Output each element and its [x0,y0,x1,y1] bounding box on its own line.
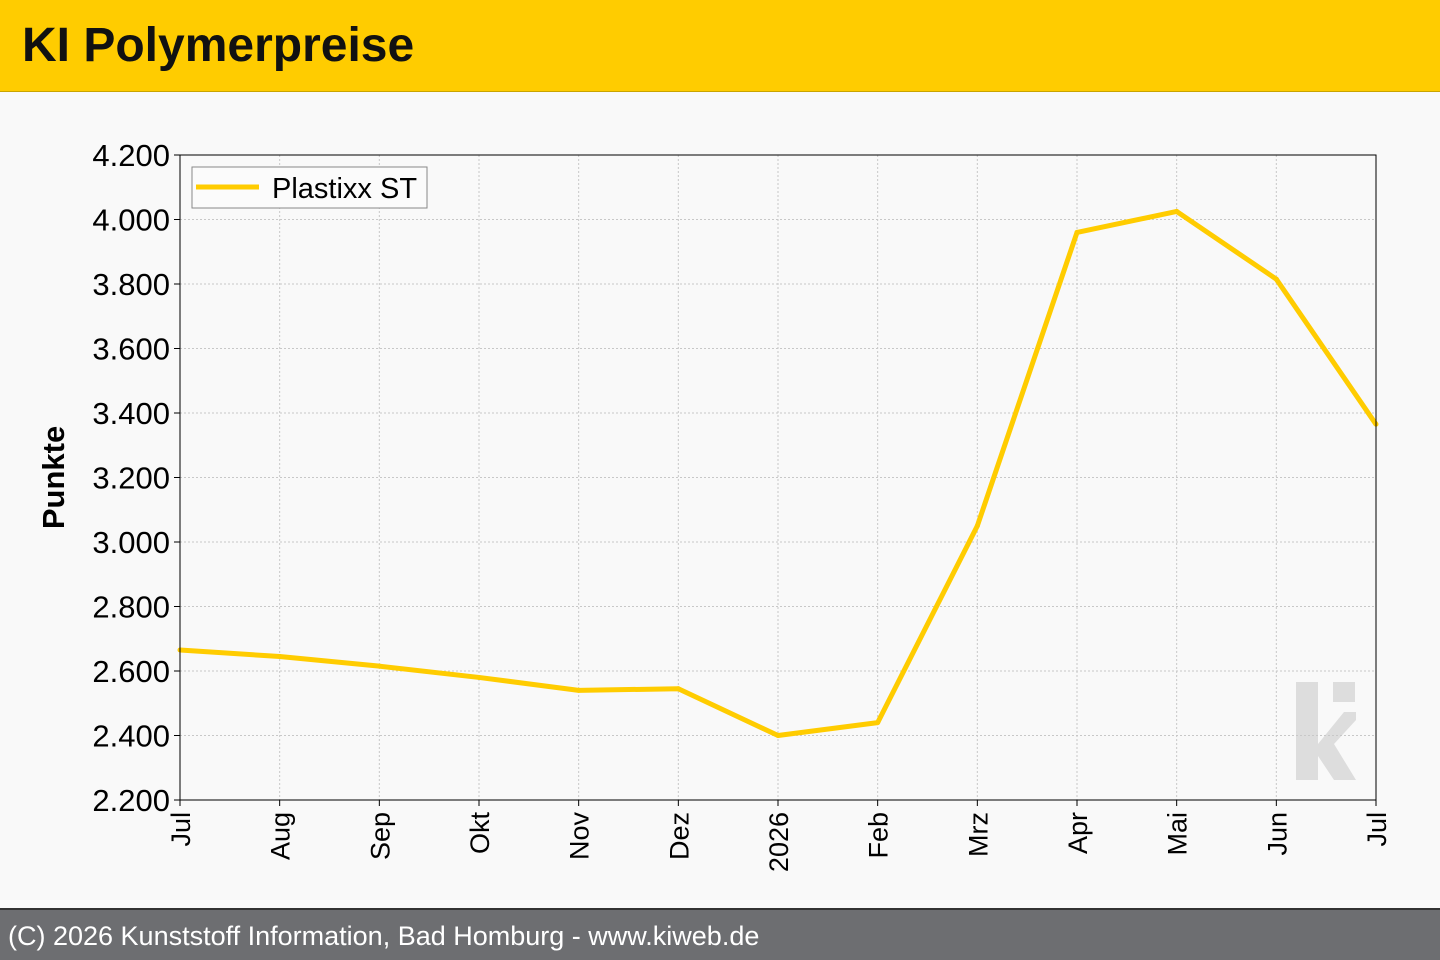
y-tick-label: 3.000 [92,525,170,560]
x-tick-label: Nov [565,812,595,861]
y-tick-label: 2.400 [92,719,170,754]
y-tick-labels: 2.200 2.400 2.600 2.800 3.000 3.200 3.400 3.600… [92,138,170,818]
header-bar: KI Polymerpreise [0,0,1440,92]
x-tick-label: Apr [1063,812,1093,854]
x-tick-label: Okt [465,812,495,855]
series-layer [177,208,1379,738]
x-tick-label: Sep [365,812,395,860]
x-tick-label: Aug [266,812,296,860]
x-tick-label: Dez [664,812,694,860]
x-tick-label: Jun [1262,812,1292,856]
copyright-text: (C) 2026 Kunststoff Information, Bad Hom… [8,921,760,951]
x-tick-label: Mai [1163,812,1193,856]
page-title: KI Polymerpreise [22,19,415,72]
data-point [1273,276,1279,282]
data-point [476,674,482,680]
y-tick-label: 3.600 [92,332,170,367]
axis-ticks [174,154,1377,806]
y-tick-label: 2.800 [92,590,170,625]
data-point [277,653,283,659]
watermark-dot [1333,682,1355,702]
data-point [875,720,881,726]
x-tick-label: Feb [864,812,894,859]
y-tick-label: 4.000 [92,203,170,238]
line-chart: 2.200 2.400 2.600 2.800 3.000 3.200 3.400 3.600… [36,138,1392,873]
y-tick-label: 3.800 [92,267,170,302]
legend: Plastixx ST [191,166,428,209]
y-tick-label: 2.600 [92,654,170,689]
chart-area: 2.200 2.400 2.600 2.800 3.000 3.200 3.400 3.600… [0,92,1440,908]
grid-lines [179,154,1377,801]
data-point [775,733,781,738]
x-tick-label: Jul [1362,812,1392,847]
y-tick-label: 2.200 [92,783,170,818]
x-tick-labels: Jul Aug Sep Okt Nov Dez 2026 Feb Mrz Apr Mai Jun Jul [166,812,1392,873]
x-tick-label: Jul [166,812,196,847]
data-point [974,523,980,529]
footer-bar: (C) 2026 Kunststoff Information, Bad Hom… [0,908,1440,960]
x-tick-label: Mrz [963,812,993,857]
ki-logo-watermark [1296,682,1356,780]
data-point [576,687,582,693]
y-tick-label: 4.200 [92,138,170,173]
watermark-stem [1296,682,1318,780]
y-axis-label: Punkte [36,426,71,529]
data-point [376,663,382,669]
x-tick-label: 2026 [764,812,794,872]
data-point [675,686,681,692]
data-point [1074,229,1080,235]
data-point [1174,208,1180,214]
y-tick-label: 3.200 [92,461,170,496]
watermark-arm [1318,712,1356,780]
legend-entry: Plastixx ST [272,173,417,205]
y-tick-label: 3.400 [92,396,170,431]
